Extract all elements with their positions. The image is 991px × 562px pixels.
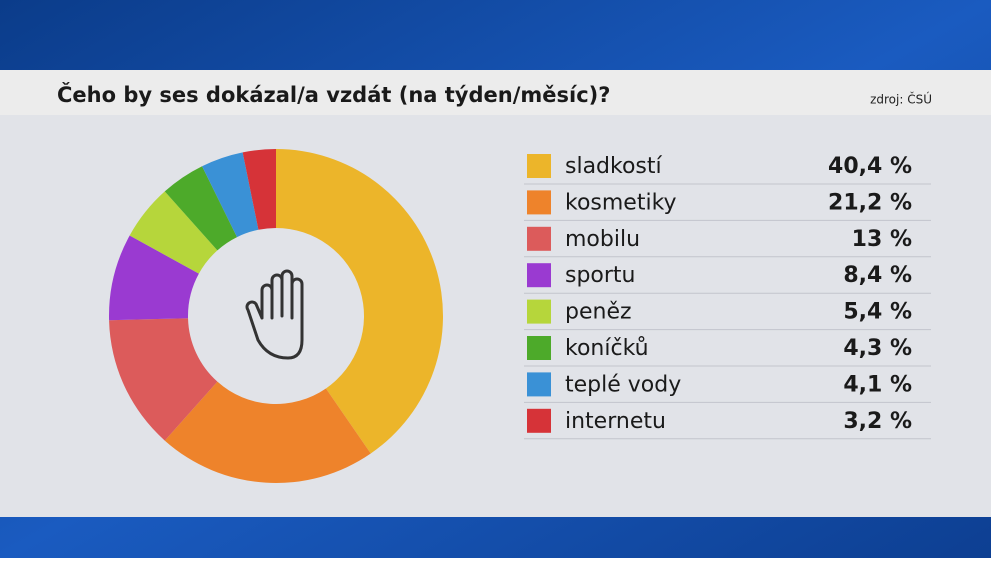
donut xyxy=(109,149,443,483)
hand-icon xyxy=(245,269,304,360)
value-label: 4,1 % xyxy=(843,372,912,397)
legend-swatch xyxy=(527,190,551,215)
legend-label: koníčků xyxy=(565,336,649,361)
legend-label: peněz xyxy=(565,300,632,325)
value-label: 21,2 % xyxy=(828,190,912,215)
value-label: 40,4 % xyxy=(828,154,912,179)
legend-label: sportu xyxy=(565,263,636,288)
value-label: 4,3 % xyxy=(843,336,912,361)
legend-swatch xyxy=(527,299,551,324)
legend-swatch xyxy=(527,263,551,288)
legend-label: mobilu xyxy=(565,227,640,252)
wedge xyxy=(242,149,276,230)
legend: sladkostí 40,4 % kosmetiky 21,2 % mobilu 13 %… xyxy=(524,154,931,440)
wedge xyxy=(129,191,218,274)
legend-swatch xyxy=(527,408,551,433)
wedge xyxy=(109,318,218,441)
legend-label: internetu xyxy=(565,409,666,434)
chart-title: Čeho by ses dokázal/a vzdát (na týden/mě… xyxy=(57,82,610,107)
wedge xyxy=(164,166,238,251)
legend-label: teplé vody xyxy=(565,372,681,397)
legend-label: kosmetiky xyxy=(565,190,677,215)
legend-swatch xyxy=(527,336,551,360)
value-label: 3,2 % xyxy=(843,409,912,434)
value-label: 13 % xyxy=(852,227,912,252)
value-label: 5,4 % xyxy=(843,300,912,325)
wedge xyxy=(109,235,199,321)
legend-swatch xyxy=(527,226,551,251)
legend-swatch xyxy=(527,154,551,178)
value-label: 8,4 % xyxy=(843,263,912,288)
title-bar xyxy=(0,70,991,115)
wedge xyxy=(276,149,443,454)
source: zdroj: ČSÚ xyxy=(870,92,932,107)
legend-swatch xyxy=(527,372,551,397)
wedge xyxy=(202,152,259,238)
legend-label: sladkostí xyxy=(565,154,663,179)
wedge xyxy=(164,381,371,483)
